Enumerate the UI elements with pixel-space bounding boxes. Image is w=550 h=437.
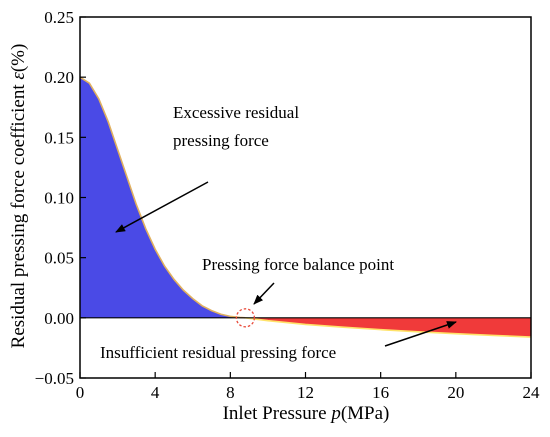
series-1-line [79, 76, 246, 319]
series-1-area [80, 77, 246, 318]
x-tick-label: 20 [447, 383, 464, 402]
y-tick-label: 0.05 [44, 249, 74, 268]
excessive-label-line2: pressing force [173, 131, 269, 150]
x-tick-label: 12 [297, 383, 314, 402]
insufficient-label: Insufficient residual pressing force [100, 343, 336, 362]
x-tick-label: 24 [523, 383, 541, 402]
series-2-area [245, 317, 531, 338]
plot-frame [79, 16, 532, 379]
y-tick-label: 0.20 [44, 68, 74, 87]
y-tick-label: 0.00 [44, 309, 74, 328]
y-tick-label: −0.05 [35, 369, 74, 388]
area-series-group [79, 76, 532, 338]
excessive-label-line1: Excessive residual [173, 103, 299, 122]
balance-label: Pressing force balance point [202, 255, 394, 274]
x-axis-title: Inlet Pressure p(MPa) [223, 403, 390, 424]
x-tick-label: 0 [76, 383, 85, 402]
x-tick-label: 16 [372, 383, 389, 402]
y-tick-label: 0.25 [44, 8, 74, 27]
balance-point-marker [235, 308, 256, 328]
insufficient-arrow [384, 321, 457, 347]
y-tick-label: 0.15 [44, 128, 74, 147]
x-tick-label: 4 [151, 383, 160, 402]
axis-ticks-group: 0 4 8 12 16 20 24 −0.05 0.00 0.05 0.10 0.15 0.20 0.25 [35, 8, 540, 402]
excessive-arrow [115, 181, 209, 233]
x-tick-label: 8 [226, 383, 235, 402]
y-tick-label: 0.10 [44, 189, 74, 208]
series-2-line [245, 317, 532, 338]
y-axis-title: Residual pressing force coefficient ε(%) [8, 44, 29, 349]
balance-arrow [253, 282, 275, 305]
